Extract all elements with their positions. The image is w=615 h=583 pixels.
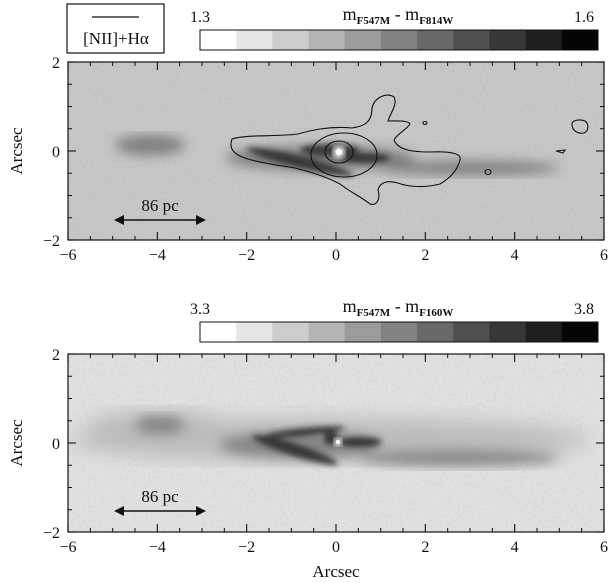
axes-top: −6 −4 −2 0 2 4 6 2 0 −2: [43, 55, 608, 264]
colorbar-step-bottom: [417, 322, 454, 342]
colorbar-step-bottom: [308, 322, 346, 342]
colorbar-step-bottom: [236, 322, 273, 342]
colorbar-step-top: [236, 30, 273, 50]
colorbar-frame-bottom: [199, 321, 599, 343]
y-tick-label-bottom: 2: [52, 347, 60, 364]
colorbar-title-top: mF547M - mF814W: [343, 4, 454, 27]
colorbar-step-bottom: [272, 322, 310, 342]
x-axis-label-bottom: Arcsec: [312, 562, 360, 581]
scalebar-top: 86 pc: [114, 196, 206, 225]
colorbar-step-top: [489, 30, 527, 50]
colorbar-step-top: [417, 30, 454, 50]
colorbar-bottom: [199, 321, 599, 343]
colorbar-max-label-top: 1.6: [574, 9, 594, 26]
colorbar-step-bottom: [344, 322, 382, 342]
x-tick-label-top: −6: [59, 247, 76, 264]
y-tick-label-bottom: 0: [52, 436, 60, 453]
y-tick-label-top: 2: [52, 55, 60, 72]
colorbar-step-top: [344, 30, 382, 50]
colorbar-step-bottom: [380, 322, 418, 342]
x-tick-label-bottom: −4: [149, 539, 166, 556]
colorbar-step-top: [380, 30, 418, 50]
y-tick-label-top: −2: [43, 233, 60, 250]
x-tick-label-bottom: −2: [238, 539, 255, 556]
colorbar-step-top: [272, 30, 310, 50]
scalebar-label-bottom: 86 pc: [141, 487, 179, 506]
nii-halpha-contours: [230, 94, 589, 205]
scalebar-label-top: 86 pc: [141, 196, 179, 215]
axes-bottom: −6 −4 −2 0 2 4 6 2 0 −2: [43, 347, 608, 556]
colorbar-step-bottom: [561, 322, 599, 342]
colorbar-step-bottom: [489, 322, 527, 342]
colorbar-step-top: [453, 30, 490, 50]
x-tick-label-top: 2: [421, 247, 429, 264]
y-axis-label-top: Arcsec: [7, 127, 26, 175]
colorbar-max-label-bottom: 3.8: [574, 301, 594, 318]
colorbar-step-top: [308, 30, 346, 50]
y-tick-label-top: 0: [52, 144, 60, 161]
x-tick-label-top: −2: [238, 247, 255, 264]
colorbar-step-bottom: [200, 322, 237, 342]
x-tick-label-top: 4: [511, 247, 519, 264]
image-bottom: [68, 354, 604, 532]
colorbar-step-bottom: [453, 322, 490, 342]
x-tick-label-bottom: 6: [600, 539, 608, 556]
legend-box: [NII]+Hα: [66, 3, 165, 54]
x-tick-label-bottom: −6: [59, 539, 76, 556]
colorbar-title-bottom: mF547M - mF160W: [343, 296, 454, 319]
scalebar-bottom: 86 pc: [114, 487, 206, 516]
colorbar-step-top: [561, 30, 599, 50]
x-tick-label-bottom: 2: [421, 539, 429, 556]
colorbar-frame-top: [199, 29, 599, 51]
image-top: [68, 62, 604, 240]
x-tick-label-bottom: 4: [511, 539, 519, 556]
x-tick-label-bottom: 0: [332, 539, 340, 556]
bottom-panel: mF547M - mF160W 3.3 3.8: [7, 296, 608, 581]
colorbar-top: [199, 29, 599, 51]
y-axis-label-bottom: Arcsec: [7, 419, 26, 467]
x-tick-label-top: −4: [149, 247, 166, 264]
legend-label: [NII]+Hα: [83, 29, 149, 48]
top-panel: [NII]+Hα mF547M - mF814W 1.3 1.6: [7, 3, 608, 264]
colorbar-step-top: [200, 30, 237, 50]
colorbar-step-bottom: [525, 322, 563, 342]
colorbar-min-label-top: 1.3: [190, 9, 210, 26]
y-tick-label-bottom: −2: [43, 525, 60, 542]
x-tick-label-top: 6: [600, 247, 608, 264]
x-tick-label-top: 0: [332, 247, 340, 264]
colorbar-min-label-bottom: 3.3: [190, 301, 210, 318]
colorbar-step-top: [525, 30, 563, 50]
